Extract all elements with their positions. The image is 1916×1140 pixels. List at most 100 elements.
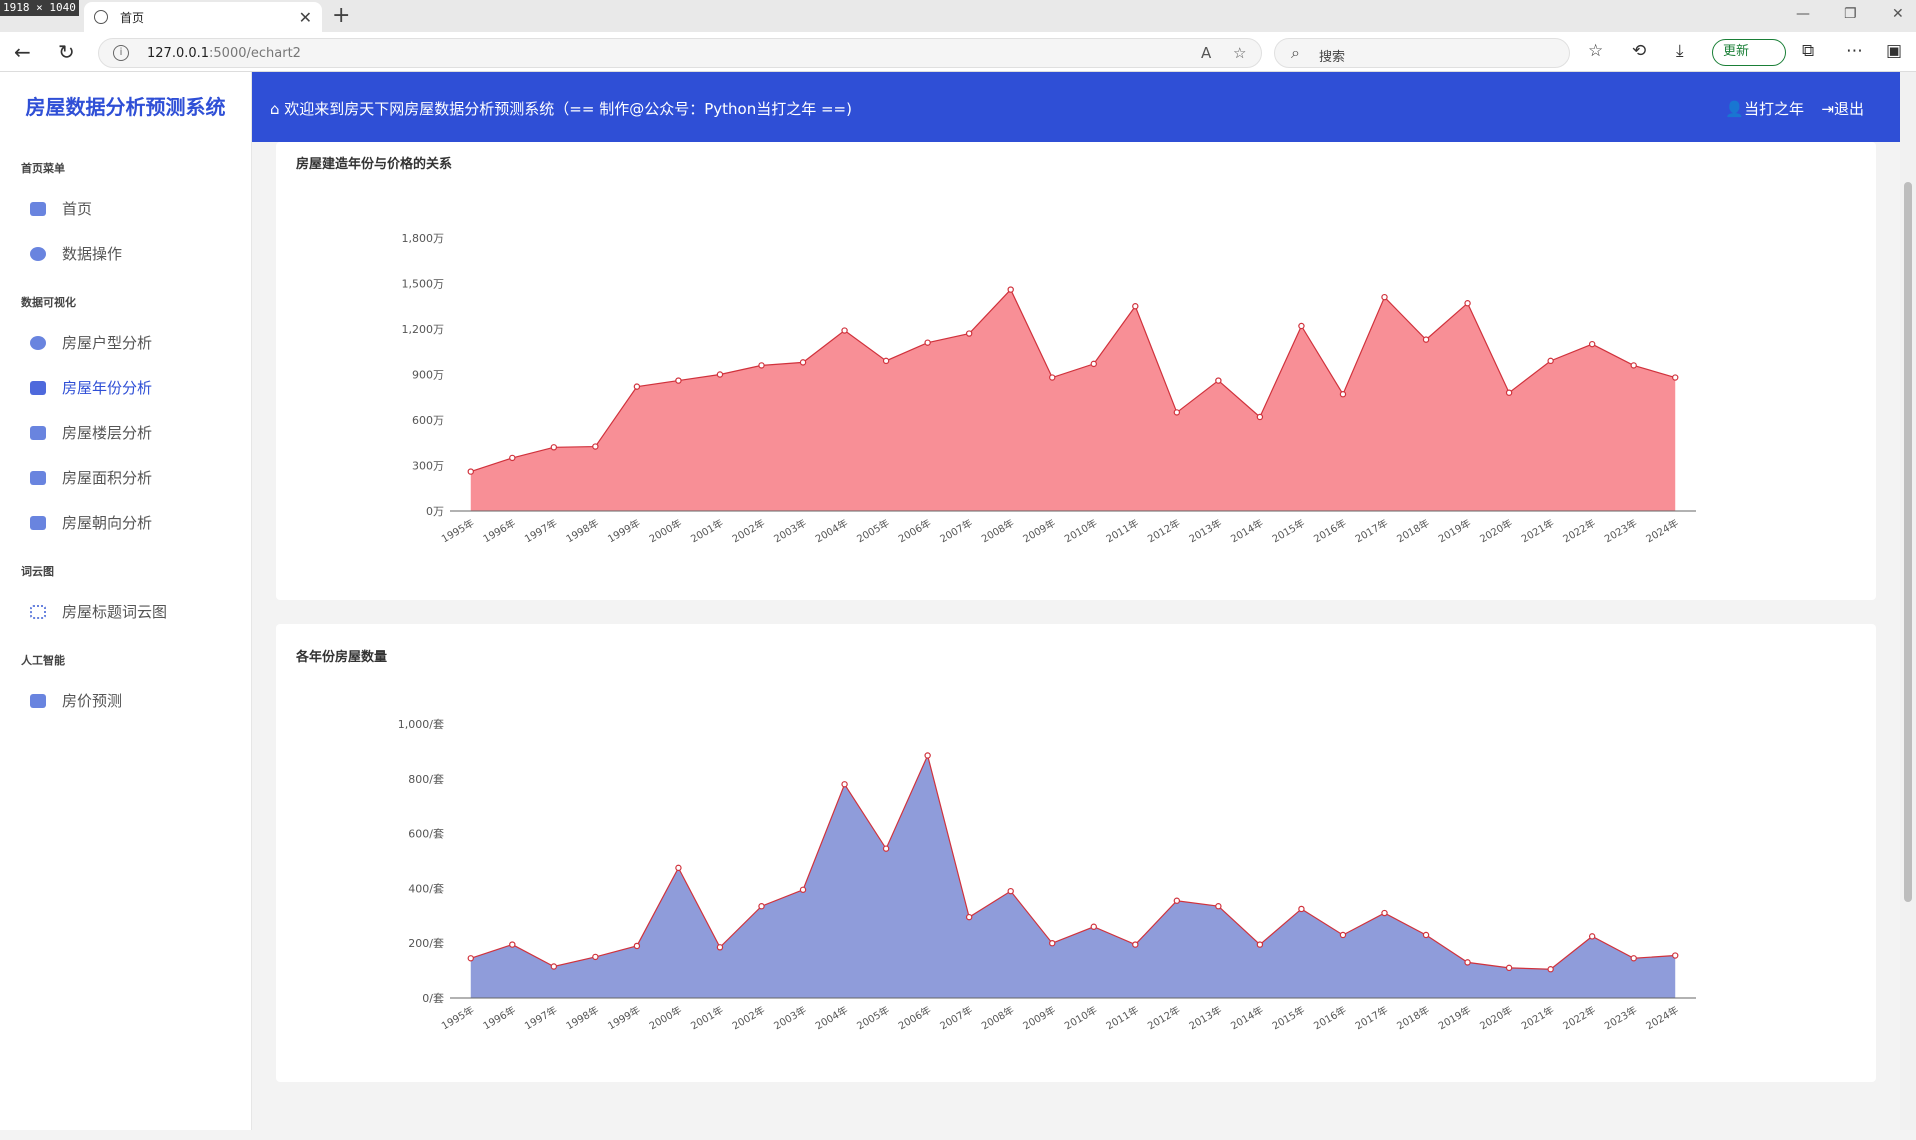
x-tick-label: 2022年 <box>1560 1003 1597 1032</box>
x-tick-label: 2010年 <box>1062 1003 1099 1032</box>
more-menu-icon[interactable]: ⋯ <box>1846 41 1863 61</box>
x-tick-label: 2019年 <box>1436 1003 1473 1032</box>
y-tick-label: 400/套 <box>408 882 444 895</box>
browser-tab-strip: 1918 × 1040 首页 ✕ + — ❐ ✕ <box>0 0 1916 32</box>
x-tick-label: 2024年 <box>1644 1003 1681 1032</box>
x-tick-label: 2020年 <box>1477 1003 1514 1032</box>
x-tick-label: 2008年 <box>979 1003 1016 1032</box>
sidebar-item-data-ops[interactable]: 数据操作 <box>0 231 251 276</box>
x-tick-label: 2001年 <box>688 1003 725 1032</box>
x-tick-label: 2001年 <box>688 516 725 545</box>
data-point <box>758 903 765 910</box>
sidebar-item-orientation-analysis[interactable]: 房屋朝向分析 <box>0 500 251 545</box>
logout-icon: ⇥ <box>1821 100 1834 118</box>
data-point <box>1090 923 1097 930</box>
user-menu[interactable]: 👤当打之年 <box>1725 100 1804 118</box>
logout-link[interactable]: ⇥退出 <box>1821 100 1864 118</box>
x-tick-label: 1998年 <box>564 516 601 545</box>
data-point <box>924 339 931 346</box>
series-line <box>470 753 1676 970</box>
sidebar-item-area-analysis[interactable]: 房屋面积分析 <box>0 455 251 500</box>
data-point <box>1630 362 1637 369</box>
address-bar[interactable]: i 127.0.0.1:5000/echart2 A ☆ <box>98 38 1262 68</box>
favorite-star-icon[interactable]: ☆ <box>1233 44 1247 62</box>
x-tick-label: 2003年 <box>771 1003 808 1032</box>
favorites-icon[interactable]: ☆ <box>1588 41 1604 61</box>
page-scrollbar[interactable] <box>1900 72 1916 1130</box>
sidebar-toggle-icon[interactable]: ▣ <box>1886 41 1903 61</box>
arrow-circle-icon <box>30 335 46 350</box>
sidebar-item-floor-analysis[interactable]: 房屋楼层分析 <box>0 410 251 455</box>
x-tick-label: 2015年 <box>1270 1003 1307 1032</box>
scrollbar-thumb[interactable] <box>1904 182 1912 902</box>
home-icon: ⌂ <box>270 100 285 118</box>
data-point <box>1588 933 1596 940</box>
reload-button[interactable]: ↻ <box>58 40 75 64</box>
data-point <box>1132 941 1139 948</box>
x-tick-label: 2000年 <box>647 516 684 545</box>
data-point <box>1298 905 1305 913</box>
x-tick-label: 2023年 <box>1602 1003 1639 1032</box>
y-tick-label: 300万 <box>412 460 444 473</box>
x-tick-label: 2005年 <box>854 516 891 545</box>
x-tick-label: 2017年 <box>1353 1003 1390 1032</box>
x-tick-label: 1995年 <box>439 516 476 545</box>
y-tick-label: 1,000/套 <box>398 718 444 731</box>
data-point <box>1464 300 1471 307</box>
x-tick-label: 2004年 <box>813 1003 850 1032</box>
user-icon: 👤 <box>1725 100 1744 118</box>
x-tick-label: 2015年 <box>1270 516 1307 545</box>
y-tick-label: 600万 <box>412 414 444 427</box>
data-point <box>1215 377 1222 384</box>
read-aloud-icon[interactable]: A <box>1201 44 1212 62</box>
restore-button[interactable]: ❐ <box>1844 6 1857 22</box>
close-window-button[interactable]: ✕ <box>1892 6 1904 22</box>
data-point <box>592 443 599 450</box>
minimize-button[interactable]: — <box>1796 6 1810 22</box>
back-button[interactable]: ← <box>14 40 31 64</box>
new-tab-button[interactable]: + <box>332 3 351 28</box>
sidebar-item-home[interactable]: 首页 <box>0 186 251 231</box>
sidebar-item-year-analysis[interactable]: 房屋年份分析 <box>0 365 251 410</box>
download-icon[interactable]: ⤓ <box>1676 41 1684 61</box>
sidebar-section-title: 数据可视化 <box>21 296 76 309</box>
data-point <box>467 468 474 475</box>
data-point <box>509 454 516 462</box>
data-point <box>841 327 848 334</box>
y-tick-label: 1,800万 <box>402 232 445 245</box>
sidebar-item-price-prediction[interactable]: 房价预测 <box>0 678 251 723</box>
data-point <box>716 944 724 951</box>
browser-tab[interactable]: 首页 ✕ <box>84 2 322 32</box>
data-point <box>1422 336 1430 343</box>
x-tick-label: 2006年 <box>896 1003 933 1032</box>
data-point <box>509 941 516 948</box>
data-point <box>1464 959 1471 966</box>
browser-toolbar: ← ↻ i 127.0.0.1:5000/echart2 A ☆ ⌕ 搜索 ☆ … <box>0 32 1916 72</box>
site-info-icon[interactable]: i <box>113 45 129 61</box>
data-point <box>1090 360 1097 368</box>
browser-search-box[interactable]: ⌕ 搜索 <box>1274 38 1570 68</box>
search-icon: ⌕ <box>1291 43 1300 62</box>
url-text: 127.0.0.1:5000/echart2 <box>147 46 301 61</box>
x-tick-label: 1997年 <box>522 1003 559 1032</box>
data-point <box>1422 931 1430 939</box>
data-point <box>965 913 973 921</box>
data-point <box>882 357 890 365</box>
extensions-icon[interactable]: ⧉ <box>1802 41 1815 61</box>
x-tick-label: 2012年 <box>1145 1003 1182 1032</box>
data-point <box>1007 286 1014 293</box>
home-icon <box>30 201 46 216</box>
data-point <box>758 362 765 369</box>
update-button[interactable]: 更新 <box>1712 39 1786 66</box>
data-point <box>1215 903 1222 910</box>
series-area <box>470 755 1676 998</box>
close-tab-icon[interactable]: ✕ <box>298 7 312 27</box>
x-tick-label: 2023年 <box>1602 516 1639 545</box>
sidebar-item-wordcloud[interactable]: 房屋标题词云图 <box>0 589 251 634</box>
columns-icon <box>30 380 46 395</box>
x-tick-label: 2018年 <box>1394 516 1431 545</box>
history-icon[interactable]: ⟲ <box>1632 41 1647 61</box>
series-line <box>470 288 1676 473</box>
sidebar-item-layout-analysis[interactable]: 房屋户型分析 <box>0 320 251 365</box>
